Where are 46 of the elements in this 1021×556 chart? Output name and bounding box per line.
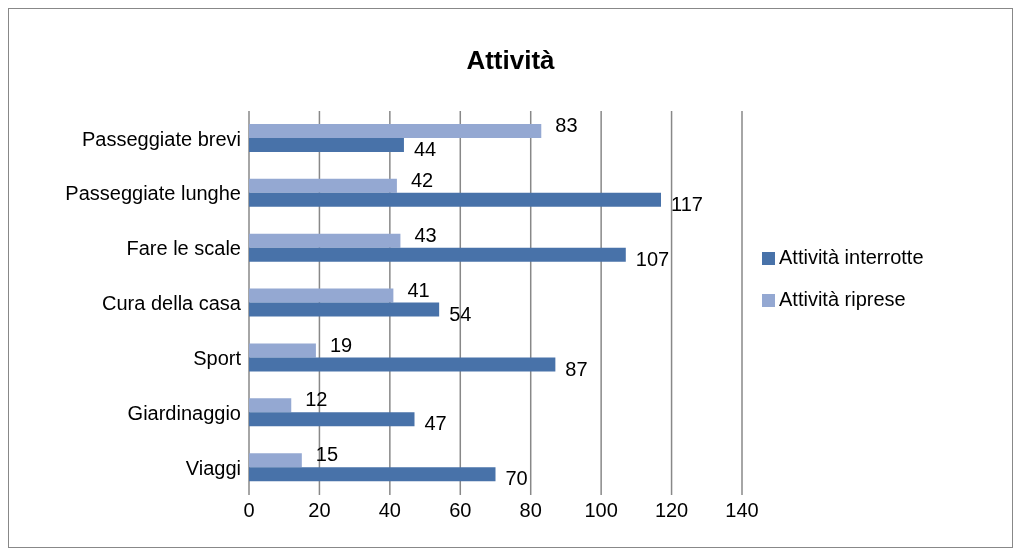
data-label: 54 [449,302,472,325]
chart-title: Attività [465,45,556,76]
data-label: 43 [414,223,437,246]
legend-label: Attività riprese [779,288,906,310]
data-label: 44 [413,138,437,161]
bar [249,178,397,193]
y-tick-label: Passeggiate brevi [82,127,241,150]
x-tick-label: 120 [654,499,689,522]
data-label: 41 [407,278,430,301]
bar [249,233,401,248]
bar [249,138,404,152]
bar [249,247,626,262]
x-tick-label: 20 [308,499,331,522]
data-label: 47 [424,412,447,435]
x-tick-label: 100 [584,499,618,522]
y-tick-label: Cura della casa [102,292,242,315]
x-tick-label: 140 [725,499,759,522]
bar [249,398,292,413]
y-tick-label: Fare le scale [126,237,241,260]
bar [249,343,316,358]
bar [249,467,496,482]
legend-label: Attività interrotte [779,246,924,268]
x-tick-label: 80 [519,499,542,522]
x-tick-label: 40 [378,499,401,522]
bar [249,124,542,138]
bar [249,288,394,303]
y-tick-label: Giardinaggio [127,401,241,424]
bar [249,453,302,468]
data-label: 87 [565,357,588,380]
data-label: 107 [635,247,670,270]
data-label: 70 [505,467,528,490]
data-label: 15 [315,443,339,466]
bar [249,357,556,372]
bar [249,192,662,207]
data-label: 83 [555,114,578,137]
data-label: 19 [329,333,353,356]
data-label: 42 [410,168,434,191]
bar [249,412,415,427]
x-tick-label: 60 [449,499,472,522]
y-tick-label: Viaggi [185,456,241,479]
y-tick-label: Passeggiate lunghe [65,182,241,205]
y-tick-label: Sport [193,346,242,369]
x-tick-label: 0 [243,499,255,522]
data-label: 117 [671,192,703,215]
data-label: 12 [305,388,328,411]
bar [249,302,440,317]
